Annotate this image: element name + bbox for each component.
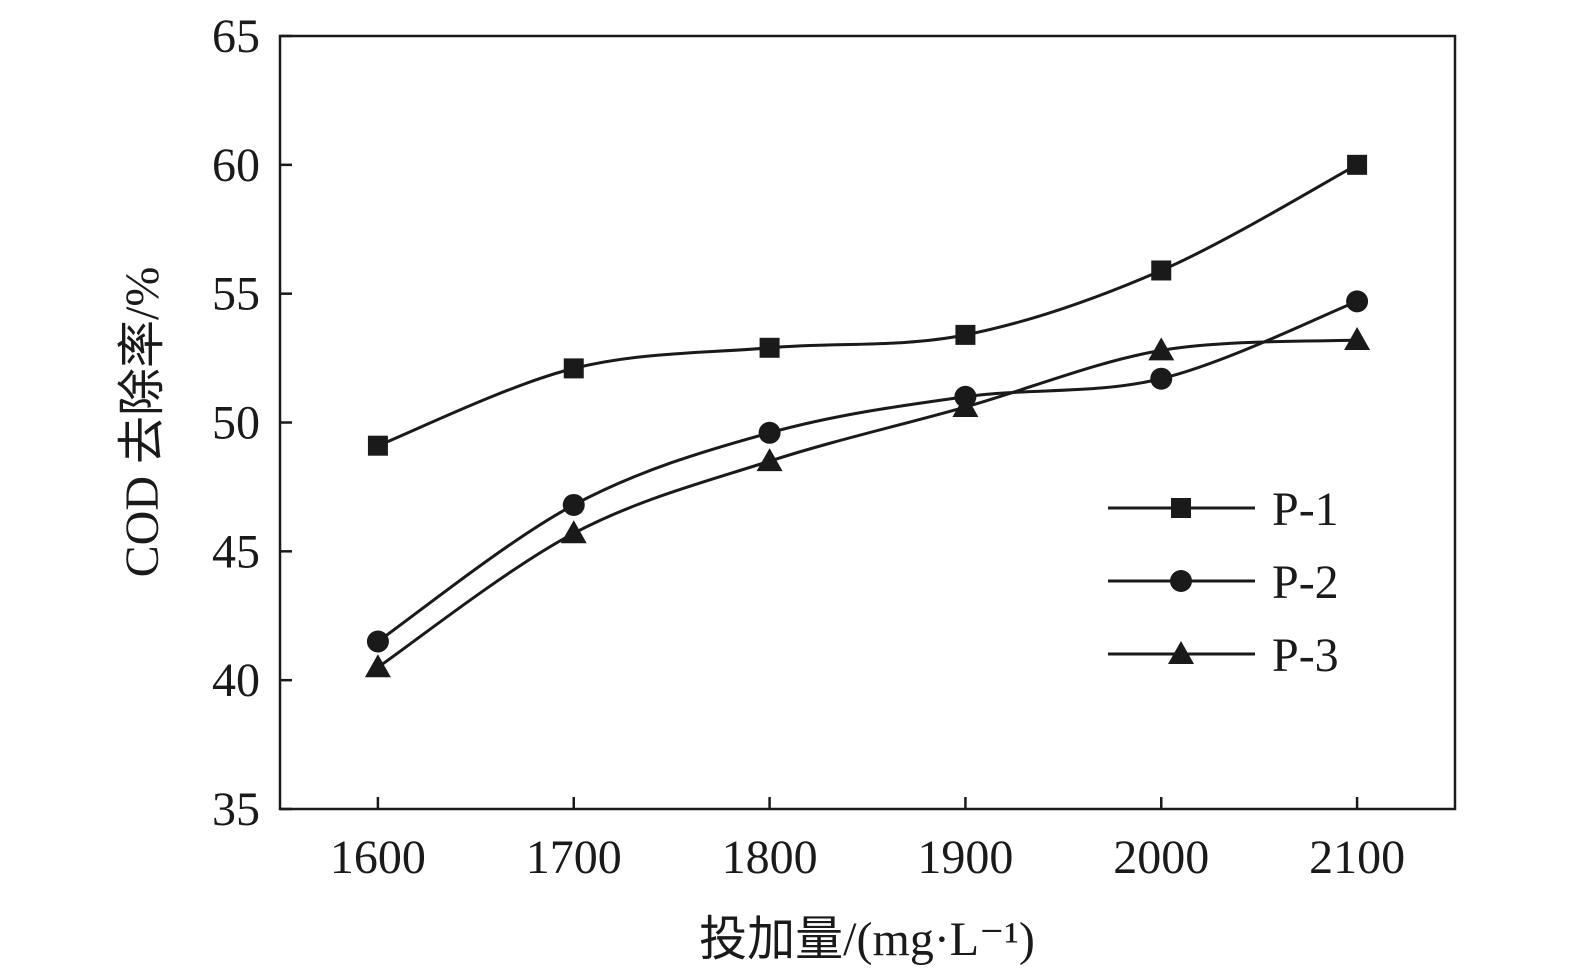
legend-label-p-2: P-2	[1272, 556, 1339, 609]
x-tick-label: 1700	[526, 831, 622, 884]
y-tick-label: 40	[212, 654, 260, 707]
series-p-2	[366, 290, 1369, 653]
data-point-p-3	[1148, 337, 1175, 361]
data-point-p-1	[563, 358, 584, 379]
series-p-3	[364, 327, 1371, 678]
y-tick-label: 50	[212, 397, 260, 450]
x-axis: 1600 1700 1800 1900 2000 2100	[330, 797, 1405, 884]
data-point-p-1	[955, 324, 976, 345]
x-tick-label: 1800	[722, 831, 818, 884]
y-tick-label: 45	[212, 525, 260, 578]
x-tick-label: 2100	[1309, 831, 1405, 884]
x-axis-title: 投加量/(mg·L⁻¹)	[699, 913, 1035, 966]
y-tick-label: 35	[212, 783, 260, 836]
plot-frame	[278, 34, 1457, 811]
series-line-p-3	[377, 338, 1358, 669]
data-point-p-3	[1344, 327, 1371, 351]
series-line-p-1	[377, 163, 1358, 448]
data-point-p-1	[1347, 154, 1368, 175]
x-tick-label: 1600	[330, 831, 426, 884]
y-tick-label: 65	[212, 10, 260, 63]
y-tick-label: 55	[212, 268, 260, 321]
series-line-p-2	[377, 300, 1358, 643]
data-point-p-2	[1346, 290, 1369, 313]
series-p-1	[367, 154, 1368, 456]
legend-label-p-3: P-3	[1272, 629, 1339, 682]
legend: P-1 P-2 P-3	[1108, 483, 1339, 682]
data-point-p-3	[756, 448, 783, 472]
data-point-p-3	[560, 520, 587, 544]
data-point-p-2	[366, 630, 389, 653]
data-point-p-1	[759, 337, 780, 358]
data-point-p-3	[952, 394, 979, 418]
data-point-p-2	[758, 421, 781, 444]
series-layer	[364, 154, 1371, 678]
data-point-p-1	[367, 435, 388, 456]
data-point-p-2	[1150, 367, 1173, 390]
data-point-p-3	[364, 654, 391, 678]
legend-marker-p-3	[1168, 641, 1194, 664]
data-point-p-2	[562, 493, 585, 516]
y-tick-label: 60	[212, 139, 260, 192]
x-tick-label: 2000	[1113, 831, 1209, 884]
x-tick-label: 1900	[917, 831, 1013, 884]
legend-label-p-1: P-1	[1272, 483, 1339, 536]
legend-marker-p-2	[1170, 570, 1192, 592]
y-axis: 35 40 45 50 55 60 65	[212, 10, 292, 836]
legend-marker-p-1	[1171, 498, 1191, 518]
data-point-p-1	[1151, 260, 1172, 281]
y-axis-title: COD 去除率/%	[116, 267, 169, 578]
